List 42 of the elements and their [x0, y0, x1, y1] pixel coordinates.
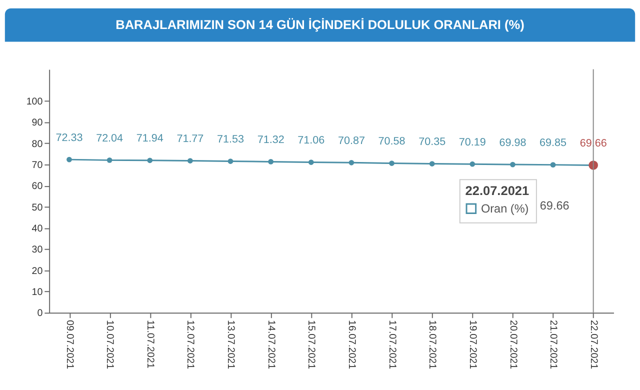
- x-tick-label: 13.07.2021: [225, 320, 236, 370]
- x-tick-label: 12.07.2021: [184, 320, 196, 370]
- data-label: 72.33: [56, 132, 83, 144]
- data-label: 71.53: [217, 134, 244, 146]
- x-tick-label: 10.07.2021: [104, 320, 116, 370]
- y-tick-label: 60: [32, 181, 44, 192]
- chart-title: BARAJLARIMIZIN SON 14 GÜN İÇİNDEKİ DOLULUK ORANLARI (%): [116, 17, 524, 32]
- data-label: 70.35: [418, 136, 446, 148]
- y-tick-label: 10: [32, 286, 44, 298]
- y-tick-label: 100: [26, 96, 44, 108]
- data-label: 69.85: [540, 137, 567, 150]
- y-tick-label: 80: [32, 138, 44, 150]
- data-label: 70.58: [378, 136, 406, 148]
- x-tick-label: 22.07.2021: [588, 320, 599, 370]
- x-tick-label: 16.07.2021: [346, 320, 357, 370]
- data-label: 70.19: [458, 136, 486, 148]
- x-tick-label: 19.07.2021: [466, 320, 478, 370]
- data-label: 71.06: [298, 134, 325, 147]
- legend-label: Oran (%): [480, 202, 529, 216]
- annotation: 69.66: [540, 200, 570, 213]
- x-tick-label: 18.07.2021: [426, 320, 438, 370]
- y-tick-label: 70: [32, 160, 44, 171]
- data-label: 71.94: [136, 132, 164, 145]
- y-tick-label: 0: [37, 308, 44, 320]
- y-tick-label: 90: [32, 118, 44, 129]
- x-tick-label: 14.07.2021: [265, 320, 276, 370]
- x-tick-label: 17.07.2021: [386, 320, 398, 370]
- y-tick-label: 20: [32, 266, 44, 277]
- legend-title: 22.07.2021: [465, 182, 530, 198]
- data-label: 72.04: [96, 132, 124, 145]
- x-tick-label: 21.07.2021: [548, 320, 559, 370]
- data-label: 71.32: [257, 134, 284, 146]
- x-tick-label: 15.07.2021: [306, 320, 317, 370]
- data-label: 70.87: [338, 135, 365, 148]
- x-tick-label: 09.07.2021: [64, 320, 75, 370]
- x-tick-label: 11.07.2021: [144, 320, 156, 368]
- data-label: 71.77: [176, 133, 204, 146]
- x-tick-label: 20.07.2021: [507, 320, 518, 370]
- y-tick-label: 50: [32, 202, 44, 214]
- data-label: 69.98: [499, 136, 526, 149]
- y-tick-label: 40: [32, 223, 44, 234]
- y-tick-label: 30: [32, 244, 44, 256]
